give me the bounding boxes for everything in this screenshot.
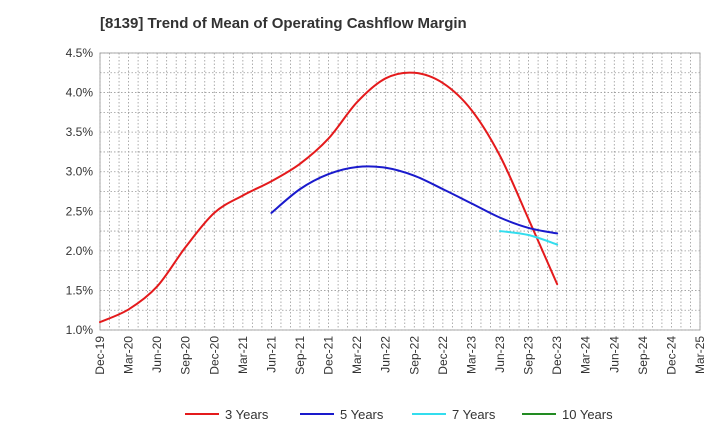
x-tick-label: Dec-19 <box>93 336 107 375</box>
series-layer <box>99 71 559 324</box>
x-tick-label: Mar-21 <box>236 336 250 374</box>
x-tick-label: Mar-25 <box>693 336 707 374</box>
y-tick-label: 2.0% <box>66 244 94 258</box>
x-tick-label: Mar-24 <box>579 336 593 374</box>
x-tick-label: Dec-20 <box>207 336 221 375</box>
x-tick-label: Mar-23 <box>464 336 478 374</box>
x-tick-label: Jun-22 <box>379 336 393 373</box>
y-tick-label: 2.5% <box>66 204 94 218</box>
x-tick-label: Dec-21 <box>322 336 336 375</box>
legend-label: 7 Years <box>452 407 496 422</box>
y-tick-label: 4.0% <box>66 86 94 100</box>
series-line-5-years <box>270 165 559 235</box>
x-tick-label: Sep-21 <box>293 336 307 375</box>
legend: 3 Years 5 Years 7 Years 10 Years <box>185 407 613 422</box>
legend-label: 10 Years <box>562 407 613 422</box>
x-tick-label: Dec-23 <box>550 336 564 375</box>
x-tick-label: Mar-22 <box>350 336 364 374</box>
y-tick-label: 3.0% <box>66 165 94 179</box>
series-line-3-years <box>99 71 559 324</box>
x-tick-label: Mar-20 <box>122 336 136 374</box>
x-tick-label: Dec-22 <box>436 336 450 375</box>
chart-title: [8139] Trend of Mean of Operating Cashfl… <box>100 15 467 32</box>
x-tick-label: Jun-24 <box>607 336 621 373</box>
y-tick-label: 4.5% <box>66 46 94 60</box>
x-tick-label: Jun-21 <box>264 336 278 373</box>
legend-label: 3 Years <box>225 407 269 422</box>
x-tick-label: Dec-24 <box>664 336 678 375</box>
x-tick-label: Sep-20 <box>179 336 193 375</box>
x-tick-label: Sep-22 <box>407 336 421 375</box>
x-tick-label: Sep-23 <box>522 336 536 375</box>
y-axis: 1.0% 1.5% 2.0% 2.5% 3.0% 3.5% 4.0% 4.5% <box>66 46 94 337</box>
x-tick-label: Jun-20 <box>150 336 164 373</box>
y-tick-label: 1.0% <box>66 323 94 337</box>
plot-area <box>99 52 701 331</box>
x-tick-label: Jun-23 <box>493 336 507 373</box>
y-tick-label: 1.5% <box>66 283 94 297</box>
series-line-7-years <box>499 230 559 246</box>
y-tick-label: 3.5% <box>66 125 94 139</box>
x-tick-label: Sep-24 <box>636 336 650 375</box>
x-axis: Dec-19 Mar-20 Jun-20 Sep-20 Dec-20 Mar-21 Jun-… <box>93 336 707 375</box>
legend-label: 5 Years <box>340 407 384 422</box>
